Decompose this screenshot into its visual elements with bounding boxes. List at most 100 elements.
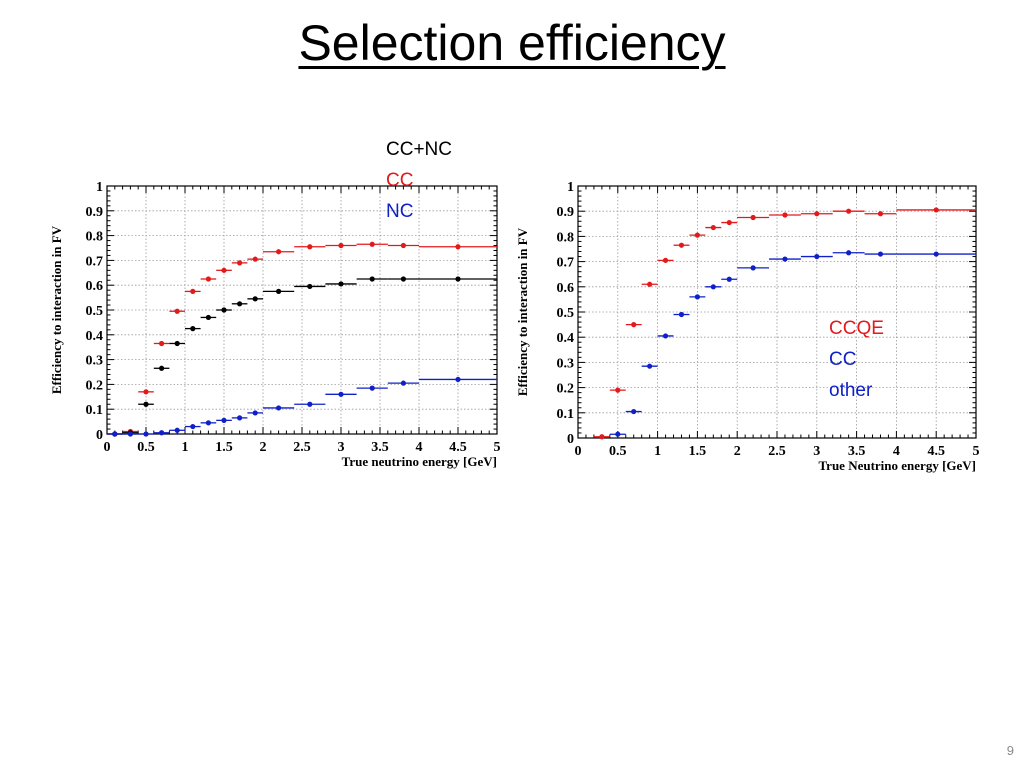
- x-tick-label: 4.5: [927, 444, 945, 459]
- data-point: [631, 408, 637, 415]
- data-point: [221, 307, 227, 313]
- x-tick-label: 2: [734, 444, 741, 459]
- y-tick-label: 1: [567, 180, 574, 195]
- y-tick-label: 0.5: [86, 304, 104, 319]
- y-tick-label: 0.8: [86, 230, 104, 245]
- y-tick-label: 0.7: [86, 254, 104, 269]
- x-tick-label: 3: [813, 444, 820, 459]
- y-tick-label: 0.5: [557, 306, 575, 321]
- data-point: [174, 427, 180, 433]
- data-point: [647, 363, 653, 369]
- data-point: [846, 208, 852, 214]
- series-nc: [107, 376, 497, 437]
- data-point: [400, 380, 406, 386]
- data-point: [276, 405, 282, 411]
- data-point: [338, 391, 344, 397]
- data-point: [112, 431, 118, 437]
- legend-entry-cc-nc: CC+NC: [386, 139, 452, 160]
- y-tick-label: 0.6: [86, 279, 104, 294]
- data-point: [631, 322, 637, 328]
- data-point: [252, 256, 258, 262]
- data-point: [221, 417, 227, 423]
- slide-title: Selection efficiency: [0, 14, 1024, 72]
- data-point: [846, 250, 852, 256]
- x-tick-label: 0.5: [137, 440, 155, 455]
- data-point: [694, 294, 700, 300]
- data-point: [205, 276, 211, 282]
- x-tick-label: 4: [416, 440, 423, 455]
- data-point: [933, 251, 939, 257]
- x-tick-label: 1.5: [689, 444, 707, 459]
- data-point: [127, 431, 133, 437]
- data-point: [750, 214, 756, 221]
- data-point: [237, 301, 243, 307]
- data-point: [782, 212, 788, 218]
- data-point: [276, 288, 282, 294]
- data-point: [190, 326, 196, 332]
- data-point: [276, 249, 282, 255]
- data-point: [307, 244, 313, 250]
- slide-title-text: Selection efficiency: [298, 15, 726, 71]
- legend-entry-nc: NC: [386, 201, 414, 222]
- x-axis-label: True Neutrino energy [GeV]: [818, 458, 976, 473]
- y-tick-label: 0: [567, 432, 574, 447]
- data-point: [369, 241, 375, 247]
- data-point: [400, 276, 406, 282]
- y-tick-label: 0.4: [557, 331, 575, 346]
- x-tick-label: 1: [182, 440, 189, 455]
- y-tick-label: 0.7: [557, 256, 575, 271]
- data-point: [814, 253, 820, 260]
- data-point: [190, 423, 196, 430]
- y-tick-label: 0.9: [86, 205, 104, 220]
- data-point: [814, 211, 820, 217]
- data-point: [647, 281, 653, 287]
- y-tick-label: 0.9: [557, 205, 575, 220]
- data-point: [143, 401, 149, 407]
- x-tick-label: 0: [104, 440, 111, 455]
- data-point: [205, 420, 211, 426]
- efficiency-chart-right: 0 0.5 1 1.5 2 2.5 3 3.5 4 4.5 5 0 0.1 0.2 0.3 0.4 0.5 0.6…: [515, 180, 980, 473]
- legend-entry-cc: CC: [829, 349, 857, 370]
- data-point: [143, 389, 149, 395]
- data-point: [369, 276, 375, 282]
- y-tick-label: 0.1: [86, 403, 104, 418]
- data-point: [877, 251, 884, 257]
- x-tick-label: 2.5: [293, 440, 311, 455]
- data-point: [190, 288, 196, 294]
- y-tick-label: 0.2: [557, 382, 575, 397]
- data-point: [694, 232, 700, 238]
- page-number: 9: [1006, 743, 1014, 758]
- data-point: [726, 276, 732, 282]
- data-point: [877, 211, 884, 217]
- x-tick-label: 3.5: [848, 444, 866, 459]
- x-tick-label: 3.5: [371, 440, 389, 455]
- plot-frame: [106, 185, 498, 435]
- data-point: [615, 431, 621, 437]
- x-tick-label: 0: [575, 444, 582, 459]
- x-tick-label: 5: [494, 440, 501, 455]
- data-point: [252, 296, 258, 302]
- data-point: [159, 340, 165, 347]
- y-tick-label: 0.2: [86, 378, 104, 393]
- x-tick-label: 5: [973, 444, 980, 459]
- y-tick-label: 1: [96, 180, 103, 195]
- data-point: [662, 333, 669, 339]
- x-tick-label: 4: [893, 444, 900, 459]
- data-point: [252, 410, 258, 416]
- data-point: [307, 401, 313, 407]
- series-cc-other: [609, 250, 976, 437]
- series-cc-nc: [107, 276, 497, 437]
- data-point: [307, 283, 313, 290]
- y-axis-label: Efficiency to interaction in FV: [515, 227, 530, 396]
- y-tick-label: 0: [96, 428, 103, 443]
- data-point: [237, 260, 243, 266]
- y-tick-label: 0.1: [557, 407, 575, 422]
- data-point: [455, 276, 461, 282]
- data-point: [710, 224, 716, 231]
- data-point: [599, 434, 605, 440]
- legend-right: CCQE CC other: [829, 313, 884, 406]
- x-tick-label: 2.5: [768, 444, 786, 459]
- data-point: [782, 256, 788, 262]
- y-tick-label: 0.8: [557, 230, 575, 245]
- data-point: [174, 308, 180, 314]
